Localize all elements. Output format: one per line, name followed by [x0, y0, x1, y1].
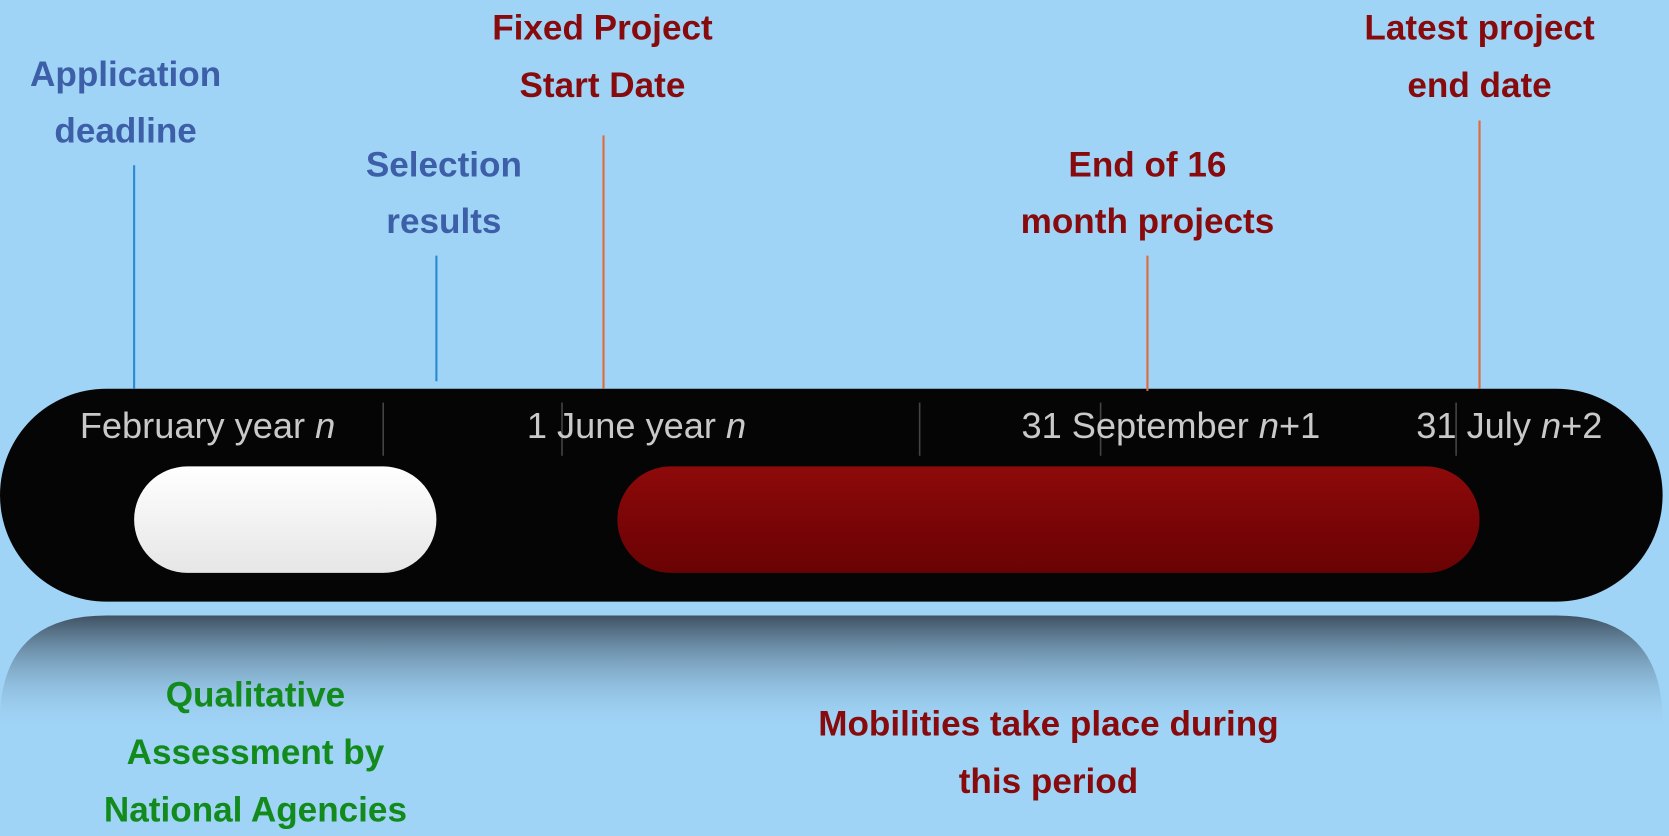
date-text: 31 July: [1416, 405, 1541, 446]
date-suffix: +1: [1279, 405, 1320, 446]
date-var: n: [1259, 405, 1279, 446]
milestone-label: deadline: [54, 112, 196, 151]
date-var: n: [315, 405, 335, 446]
milestone-label: Fixed Project: [492, 8, 713, 47]
date-label: February year n: [80, 405, 335, 446]
date-text: 1 June year: [527, 405, 726, 446]
separators: [382, 402, 1457, 456]
period-label: National Agencies: [104, 791, 407, 830]
date-label: 1 June year n: [527, 405, 746, 446]
milestone-label: Application: [30, 55, 221, 94]
milestone-label: Selection: [366, 146, 522, 185]
period-label: Mobilities take place during: [818, 704, 1278, 743]
period-label: this period: [959, 762, 1138, 801]
milestone-label: results: [386, 202, 501, 241]
assessment-period: [134, 466, 437, 573]
date-var: n: [726, 405, 746, 446]
period-label: Assessment by: [127, 733, 385, 772]
milestone-label: month projects: [1021, 202, 1275, 241]
milestone-label: Start Date: [520, 66, 686, 105]
milestone-label: Latest project: [1364, 8, 1595, 47]
date-label: 31 September n+1: [1021, 405, 1320, 446]
date-text: February year: [80, 405, 315, 446]
date-suffix: +2: [1561, 405, 1602, 446]
date-var: n: [1541, 405, 1561, 446]
milestone-label: end date: [1407, 66, 1551, 105]
date-label: 31 July n+2: [1416, 405, 1602, 446]
date-text: 31 September: [1021, 405, 1258, 446]
milestone-label: End of 16: [1068, 146, 1226, 185]
mobility-period: [617, 466, 1480, 573]
reflection: [0, 615, 1663, 735]
period-label: Qualitative: [166, 676, 346, 715]
